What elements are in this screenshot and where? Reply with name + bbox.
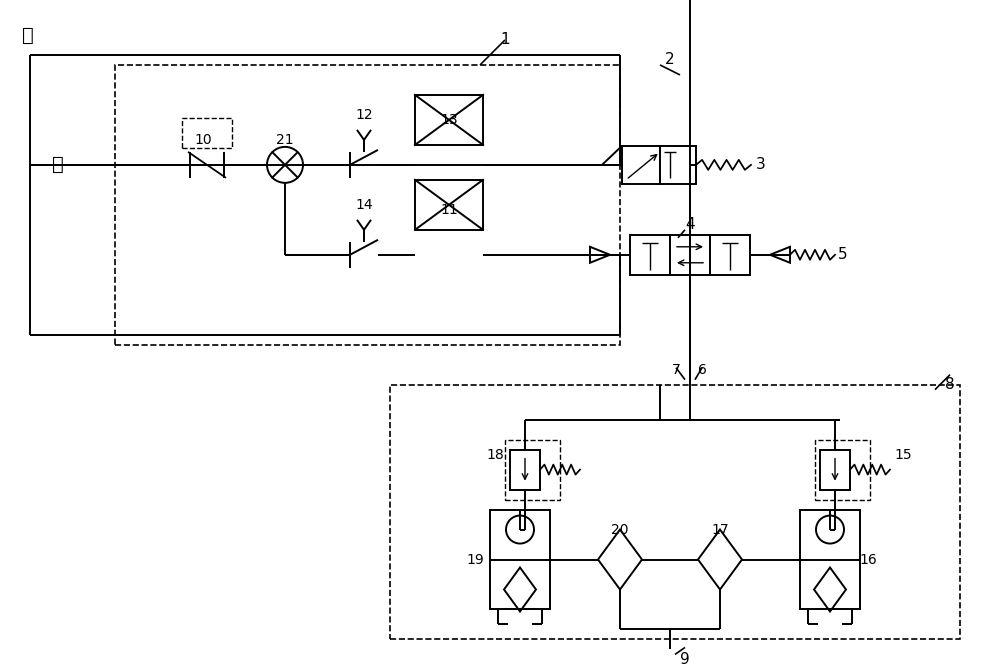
Text: 2: 2 bbox=[665, 52, 675, 68]
Text: 21: 21 bbox=[276, 133, 294, 147]
Text: 6: 6 bbox=[698, 363, 706, 377]
Text: 12: 12 bbox=[355, 108, 373, 122]
Bar bbox=[390, 385, 960, 640]
Text: 20: 20 bbox=[611, 522, 629, 537]
Bar bbox=[800, 510, 860, 609]
Bar bbox=[415, 180, 483, 230]
Text: 16: 16 bbox=[859, 553, 877, 567]
Text: 1: 1 bbox=[500, 33, 510, 47]
Text: 10: 10 bbox=[194, 133, 212, 147]
Text: 13: 13 bbox=[440, 113, 458, 127]
Bar bbox=[660, 146, 696, 184]
Text: 9: 9 bbox=[680, 652, 690, 667]
Text: 11: 11 bbox=[440, 203, 458, 217]
Text: 8: 8 bbox=[945, 377, 955, 392]
Text: 15: 15 bbox=[894, 448, 912, 462]
Bar bbox=[815, 440, 870, 500]
Text: 19: 19 bbox=[466, 553, 484, 567]
Bar bbox=[182, 118, 232, 148]
Text: 零: 零 bbox=[22, 25, 34, 44]
Text: 相: 相 bbox=[52, 155, 64, 175]
Bar bbox=[820, 450, 850, 490]
Bar bbox=[415, 95, 483, 145]
Bar bbox=[630, 235, 670, 275]
Bar bbox=[505, 440, 560, 500]
Text: 14: 14 bbox=[355, 198, 373, 212]
Bar bbox=[710, 235, 750, 275]
Text: 7: 7 bbox=[672, 363, 680, 377]
Bar bbox=[622, 146, 660, 184]
Bar bbox=[115, 65, 620, 345]
Text: 4: 4 bbox=[685, 217, 695, 232]
Bar bbox=[490, 510, 550, 609]
Text: 18: 18 bbox=[486, 448, 504, 462]
Bar bbox=[670, 235, 710, 275]
Text: 3: 3 bbox=[756, 157, 766, 173]
Bar bbox=[510, 450, 540, 490]
Text: 17: 17 bbox=[711, 522, 729, 537]
Text: 5: 5 bbox=[838, 248, 848, 262]
